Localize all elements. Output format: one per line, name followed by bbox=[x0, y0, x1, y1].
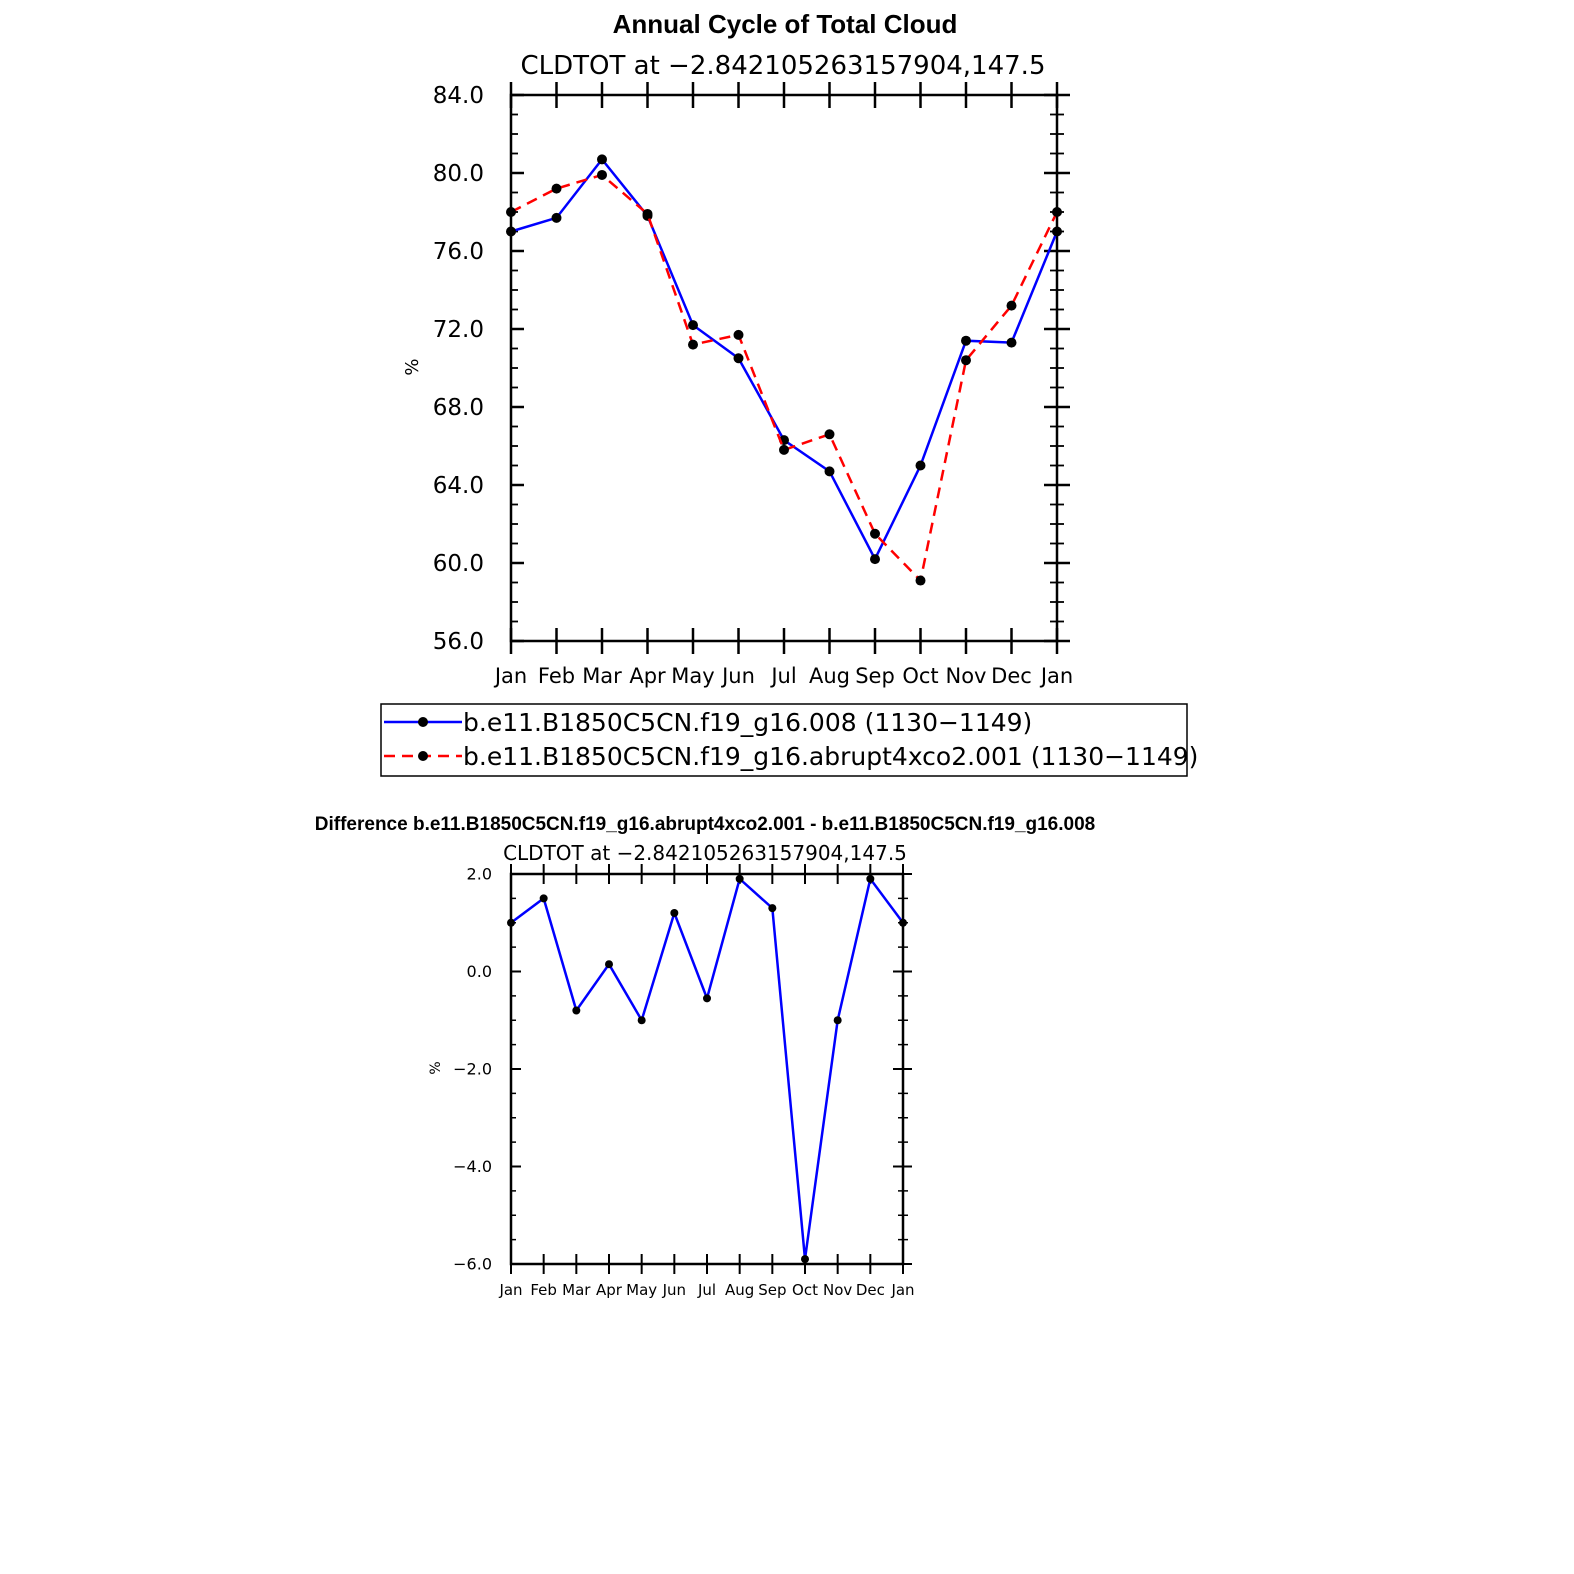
series-0-point bbox=[539, 894, 548, 903]
series-0-point bbox=[801, 1255, 809, 1264]
series-line-0 bbox=[510, 875, 905, 1260]
series-0-point bbox=[824, 466, 835, 477]
x-tick-label: Sep bbox=[758, 1281, 786, 1299]
chart2-title: Difference b.e11.B1850C5CN.f19_g16.abrup… bbox=[315, 814, 1095, 835]
series-0-point bbox=[866, 874, 875, 883]
chart1-ylabel: % bbox=[402, 358, 423, 375]
series-1-point bbox=[961, 355, 971, 366]
series-0-point bbox=[551, 212, 562, 223]
x-tick-label: Aug bbox=[809, 664, 850, 688]
series-0-point bbox=[507, 918, 515, 927]
y-tick-label: 76.0 bbox=[433, 239, 484, 265]
y-tick-label: 60.0 bbox=[433, 551, 484, 577]
x-tick-label: Jun bbox=[662, 1281, 686, 1299]
series-1-point bbox=[779, 444, 789, 455]
y-tick-label: 80.0 bbox=[433, 161, 484, 187]
x-tick-label: Nov bbox=[823, 1281, 852, 1299]
series-1-point bbox=[733, 329, 744, 340]
x-tick-label: Jul bbox=[769, 664, 796, 688]
x-tick-label: Apr bbox=[629, 664, 666, 688]
series-1-point bbox=[688, 339, 698, 350]
series-0-point bbox=[637, 1016, 646, 1025]
y-tick-label: 56.0 bbox=[433, 629, 484, 655]
x-tick-label: Jan bbox=[1039, 664, 1073, 688]
series-0-point bbox=[833, 1016, 842, 1025]
series-0-point bbox=[1006, 337, 1017, 348]
series-0-point bbox=[915, 460, 926, 471]
series-0-point bbox=[1052, 226, 1062, 237]
series-1-point bbox=[870, 528, 880, 539]
series-0-point bbox=[899, 918, 907, 927]
series-line-1 bbox=[510, 173, 1059, 584]
x-tick-label: May bbox=[671, 664, 714, 688]
series-line-0 bbox=[510, 157, 1059, 562]
x-tick-label: Mar bbox=[562, 1281, 591, 1299]
x-tick-label: Sep bbox=[855, 664, 895, 688]
x-tick-label: May bbox=[626, 1281, 657, 1299]
y-tick-label: −6.0 bbox=[453, 1255, 492, 1274]
x-tick-label: Feb bbox=[538, 664, 575, 688]
chart1-subtitle: CLDTOT at −2.842105263157904,147.5 bbox=[521, 51, 1046, 81]
series-1-point bbox=[915, 575, 926, 586]
y-tick-label: 0.0 bbox=[467, 962, 492, 981]
plot-frame bbox=[509, 93, 1059, 643]
x-tick-label: Jan bbox=[493, 664, 527, 688]
y-tick-label: 64.0 bbox=[433, 473, 484, 499]
x-tick-label: Jan bbox=[498, 1281, 522, 1299]
x-tick-label: Jun bbox=[720, 664, 755, 688]
annual-cycle-chart: Annual Cycle of Total Cloud CLDTOT at −2… bbox=[380, 9, 1198, 777]
legend-entry-control: b.e11.B1850C5CN.f19_g16.008 (1130−1149) bbox=[463, 708, 1032, 737]
series-1-point bbox=[506, 207, 516, 217]
legend-entry-4xco2: b.e11.B1850C5CN.f19_g16.abrupt4xco2.001 … bbox=[463, 742, 1198, 771]
series-0-point bbox=[597, 154, 607, 165]
series-1-point bbox=[1052, 207, 1062, 217]
x-tick-label: Jan bbox=[890, 1281, 914, 1299]
y-tick-label: 84.0 bbox=[433, 83, 484, 109]
series-0-point bbox=[703, 994, 711, 1003]
plot-frame bbox=[509, 872, 905, 1266]
x-tick-label: Mar bbox=[582, 664, 622, 688]
series-0-point bbox=[688, 320, 698, 331]
series-1-point bbox=[824, 429, 835, 440]
x-tick-label: Dec bbox=[991, 664, 1032, 688]
x-tick-label: Aug bbox=[725, 1281, 754, 1299]
x-tick-label: Oct bbox=[792, 1281, 818, 1299]
series-0-point bbox=[572, 1006, 581, 1015]
series-0-point bbox=[870, 554, 880, 565]
series-1-point bbox=[1006, 300, 1017, 311]
x-tick-label: Apr bbox=[596, 1281, 623, 1299]
legend-box bbox=[380, 703, 1188, 777]
legend-marker-4xco2 bbox=[418, 751, 428, 761]
y-tick-label: −4.0 bbox=[453, 1157, 492, 1176]
series-0-point bbox=[670, 909, 679, 917]
series-0-point bbox=[735, 874, 744, 883]
y-tick-label: 72.0 bbox=[433, 317, 484, 343]
chart1-title: Annual Cycle of Total Cloud bbox=[613, 9, 958, 39]
difference-chart: Difference b.e11.B1850C5CN.f19_g16.abrup… bbox=[315, 814, 1095, 1299]
x-tick-label: Jul bbox=[697, 1281, 716, 1299]
series-0-point bbox=[506, 226, 516, 237]
x-tick-label: Oct bbox=[902, 664, 938, 688]
series-1-point bbox=[551, 183, 562, 194]
y-tick-label: −2.0 bbox=[453, 1060, 492, 1079]
series-0-point bbox=[768, 904, 777, 913]
series-1-point bbox=[597, 169, 607, 180]
chart2-ylabel: % bbox=[428, 1061, 444, 1074]
y-tick-label: 2.0 bbox=[467, 865, 492, 884]
x-tick-label: Dec bbox=[856, 1281, 885, 1299]
series-1-point bbox=[642, 208, 653, 219]
chart1-legend: b.e11.B1850C5CN.f19_g16.008 (1130−1149) … bbox=[380, 703, 1198, 777]
x-tick-label: Nov bbox=[946, 664, 987, 688]
chart2-subtitle: CLDTOT at −2.842105263157904,147.5 bbox=[503, 841, 907, 865]
series-0-point bbox=[733, 353, 744, 364]
x-tick-label: Feb bbox=[530, 1281, 557, 1299]
series-0-point bbox=[961, 335, 971, 346]
series-0-point bbox=[605, 960, 613, 969]
legend-marker-control bbox=[418, 717, 428, 727]
y-tick-label: 68.0 bbox=[433, 395, 484, 421]
